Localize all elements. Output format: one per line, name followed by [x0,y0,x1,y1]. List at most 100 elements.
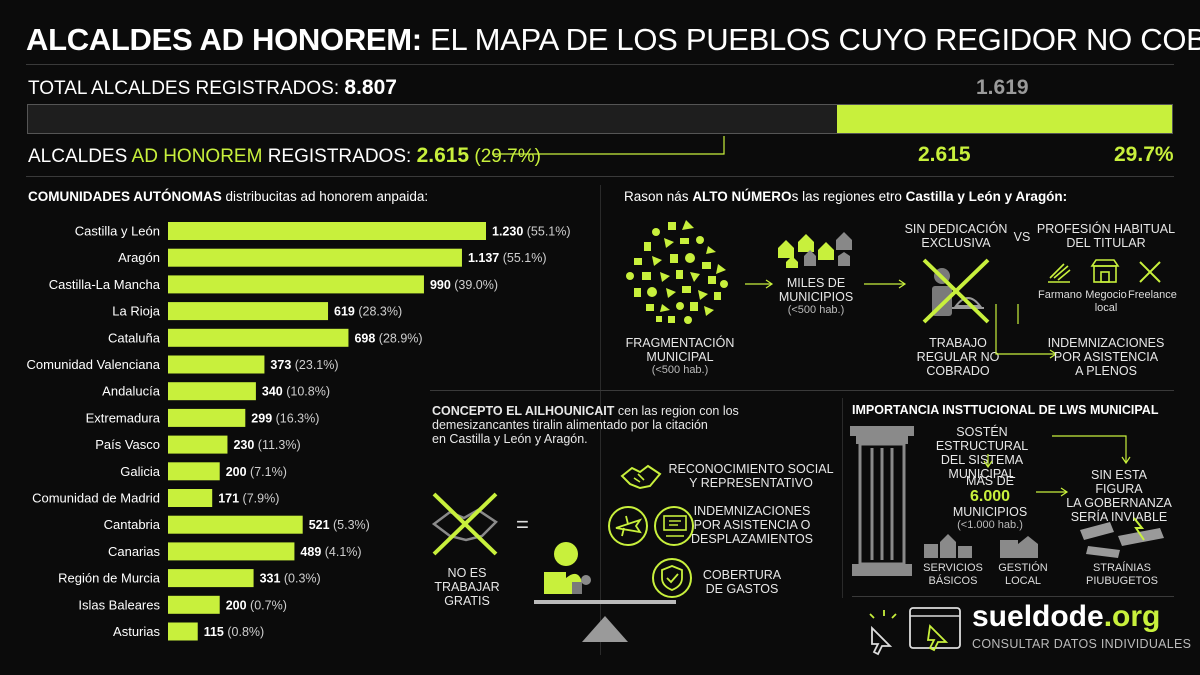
stacked-bar [27,104,1173,134]
column-divider [600,185,601,655]
trabajo-label: TRABAJO REGULAR NO COBRADO [906,336,1010,378]
category-label: Comunidad de Madrid [32,491,160,506]
value-number: 489 [300,545,321,559]
concept-text: CONCEPTO EL AILHOUNICAIT cen las region … [432,404,792,446]
municipios-label: MÁS DE 6.000 MUNICIPIOS (<1.000 hab.) [940,474,1040,532]
connector-arrows [995,304,1058,359]
gestion-line1: GESTIÓN [998,562,1048,574]
right-pct: 29.7% [1114,143,1174,166]
value-number: 619 [334,305,355,319]
freelance-label: Freelance [1128,289,1177,301]
fragmentation-icon [626,220,728,324]
value-number: 299 [251,411,272,425]
frag-label: FRAGMENTACIÓN MUNICIPAL (<500 hab.) [612,336,748,377]
value-number: 698 [354,331,375,345]
frag-line1: FRAGMENTACIÓN [625,336,735,350]
bar [168,515,303,534]
value-label: 521 (5.3%) [309,518,370,532]
value-label: 200 (7.1%) [226,465,287,479]
adhonorem-row: ALCALDES AD HONOREM REGISTRADOS: 2.615 (… [28,144,541,168]
bar [168,462,220,481]
sin-figura-line3: SERÍA INVIABLE [1070,510,1168,524]
importance-divider [842,398,843,598]
arrow-right-icon [864,279,907,289]
reason-heading-bold1: ALTO NÚMERO [692,189,792,204]
benefit-2: INDEMNIZACIONES POR ASISTENCIA O DESPLAZ… [674,504,830,546]
brand-logo[interactable]: sueldode.org [972,600,1160,634]
bar [168,382,256,401]
brand-cursor-icon [869,607,961,656]
value-pct: (4.1%) [321,545,361,559]
houses-icon [778,232,852,268]
bar [168,408,246,427]
mas-de: MÁS DE [966,474,1014,488]
shield-icon [652,558,692,598]
category-label: Galicia [120,464,161,479]
brand-name: sueldode [972,600,1104,633]
meeting-icon [654,506,694,546]
value-pct: (7.1%) [247,465,287,479]
bar [168,328,349,347]
trabajo-line1: TRABAJO [929,336,987,350]
indem-plenos-label: INDEMNIZACIONES POR ASISTENCIA A PLENOS [1040,336,1172,378]
benefit-1-line2: Y REPRESENTATIVO [689,476,813,490]
gestion-label: GESTIÓN LOCAL [992,562,1054,588]
category-label: Canarias [108,544,161,559]
bar-chart: Castilla y León 1.230 (55.1%) Aragón 1.137 … [27,222,571,641]
sin-figura-line2: LA GOBERNANZA [1066,496,1172,510]
summary-divider [26,176,1174,177]
value-number: 340 [262,385,283,399]
negocio-label: Megocio local [1082,289,1130,315]
reason-heading: Rason nás ALTO NÚMEROs las regiones etro… [624,189,1067,204]
strainias-label: STRAÍNIAS PIUBUGETOS [1070,562,1174,588]
miles-line1: MILES DE [786,276,846,290]
shop-icon [1090,259,1120,283]
value-label: 171 (7.9%) [218,492,279,506]
page-title: ALCALDES AD HONOREM: EL MAPA DE LOS PUEB… [26,22,1200,58]
concept-heading-rest: cen las region con los [617,404,739,418]
no-line2: TRABAJAR [434,580,500,594]
chart-heading: COMUNIDADES AUTÓNOMAS distribucitas ad h… [28,189,428,204]
value-number: 230 [233,438,254,452]
value-number: 1.137 [468,251,499,265]
travel-meeting-icons [608,506,694,546]
category-label: Aragón [118,250,160,265]
bar [168,275,424,294]
benefit-1: RECONOCIMIENTO SOCIAL Y REPRESENTATIVO [666,462,836,490]
category-label: La Rioja [112,304,160,319]
category-label: Extremadura [86,410,161,425]
miles-sub: (<500 hab.) [787,304,845,316]
sin-line2: EXCLUSIVA [921,236,991,250]
brand-divider [852,596,1174,597]
strainias-line2: PIUBUGETOS [1086,575,1158,587]
value-label: 200 (0.7%) [226,598,287,612]
reason-heading-bold2: Castilla y León y Aragón: [905,189,1068,204]
total-row: TOTAL ALCALDES REGISTRADOS: 8.807 [28,76,397,100]
connector-line [492,136,725,155]
value-pct: (0.7%) [247,598,287,612]
bar [168,489,213,507]
adhonorem-pct: (29.7%) [474,146,541,167]
value-pct: (0.3%) [280,572,320,586]
title-divider [26,64,1174,65]
prof-line1: PROFESIÓN HABITUAL [1036,222,1176,236]
value-pct: (28.9%) [375,331,422,345]
value-pct: (11.3%) [254,438,300,452]
miles-label: MILES DE MUNICIPIOS (<500 hab.) [768,276,864,317]
value-label: 373 (23.1%) [270,358,338,372]
value-label: 698 (28.9%) [354,331,422,345]
adhonorem-label-pre: ALCALDES [28,146,128,167]
category-label: Islas Baleares [78,597,160,612]
benefit-1-line1: RECONOCIMIENTO SOCIAL [668,462,834,476]
value-number: 990 [430,278,451,292]
municipios-number: 6.000 [969,488,1011,505]
column-icon [850,426,914,576]
concept-line3: en Castilla y León y Aragón. [432,432,588,446]
value-label: 340 (10.8%) [262,385,330,399]
vs-label: VS [1013,230,1031,244]
category-label: País Vasco [95,437,160,452]
mid-value: 2.615 [918,143,971,166]
arrow-right-icon [745,279,774,289]
bar [168,595,220,614]
value-pct: (39.0%) [451,278,498,292]
